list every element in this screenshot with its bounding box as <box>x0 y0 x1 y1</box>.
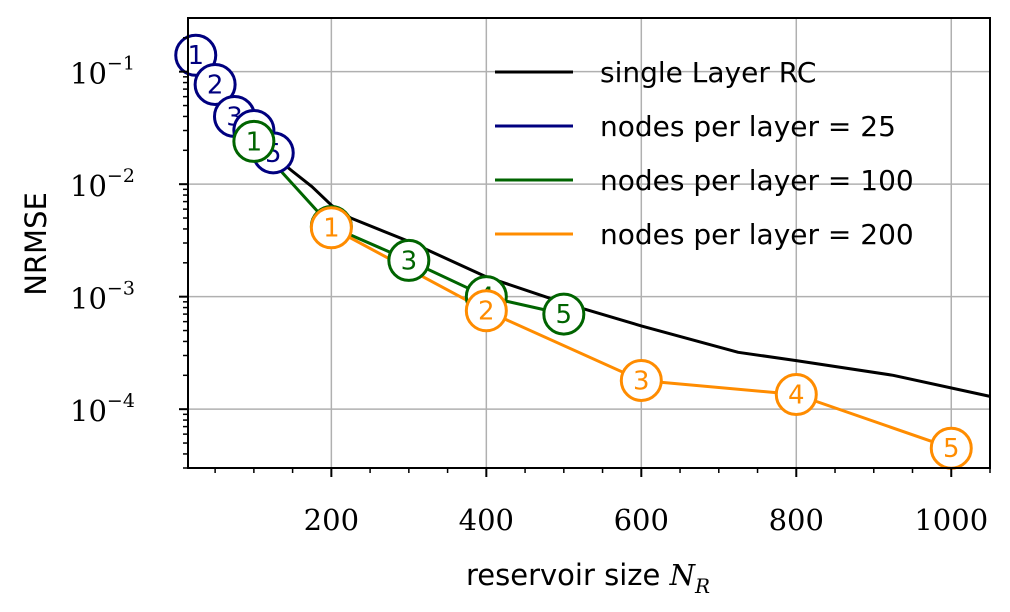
data-point-marker <box>193 62 237 106</box>
x-tick-label: 400 <box>459 503 514 537</box>
data-point-label: 5 <box>943 434 960 464</box>
legend-label-4: nodes per layer = 200 <box>600 218 914 251</box>
x-tick-label: 800 <box>769 503 824 537</box>
x-axis-label: reservoir size NR <box>466 558 710 598</box>
data-point-label: 1 <box>187 41 204 71</box>
legend-label-2: nodes per layer = 25 <box>600 110 896 143</box>
grid-lines <box>188 18 990 468</box>
legend-label-3: nodes per layer = 100 <box>600 164 914 197</box>
data-point-marker <box>619 358 663 402</box>
y-tick-label-base: 10 <box>70 169 107 203</box>
x-axis-label-text: reservoir size <box>466 558 670 592</box>
data-point-marker <box>309 206 353 250</box>
data-point-label: 2 <box>207 70 224 100</box>
legend-label-1: single Layer RC <box>600 56 816 89</box>
data-point-marker <box>232 119 276 163</box>
x-axis-label-sub: R <box>694 574 710 598</box>
y-tick-label-exp: −2 <box>107 165 135 187</box>
data-point-label: 3 <box>401 246 418 276</box>
data-point-marker <box>774 373 818 417</box>
data-point-label: 3 <box>633 366 650 396</box>
data-point-label: 1 <box>246 127 263 157</box>
data-point-label: 2 <box>478 297 495 327</box>
data-point-marker <box>464 289 508 333</box>
x-axis-label-var: N <box>669 558 697 592</box>
y-axis-label: NRMSE <box>19 192 53 296</box>
y-tick-label-base: 10 <box>70 282 107 316</box>
y-tick-label-base: 10 <box>70 394 107 428</box>
data-point-marker <box>542 292 586 336</box>
data-point-marker <box>387 238 431 282</box>
y-tick-label: 10−1 <box>70 53 135 91</box>
series-markers: 123451234512345 <box>174 33 973 470</box>
x-tick-label: 1000 <box>914 503 988 537</box>
y-tick-label: 10−2 <box>70 165 135 203</box>
data-point-label: 4 <box>788 381 805 411</box>
y-tick-label-exp: −3 <box>107 278 135 300</box>
y-tick-label-exp: −4 <box>107 390 135 412</box>
legend: single Layer RC nodes per layer = 25 nodes… <box>495 56 914 251</box>
data-point-label: 5 <box>556 300 573 330</box>
x-tick-label: 600 <box>614 503 669 537</box>
y-tick-label-base: 10 <box>70 57 107 91</box>
x-tick-label: 200 <box>304 503 359 537</box>
y-tick-label: 10−3 <box>70 278 135 316</box>
axis-ticks <box>179 37 991 477</box>
y-tick-label: 10−4 <box>70 390 135 428</box>
data-point-label: 1 <box>323 214 340 244</box>
y-tick-label-exp: −1 <box>107 53 135 75</box>
